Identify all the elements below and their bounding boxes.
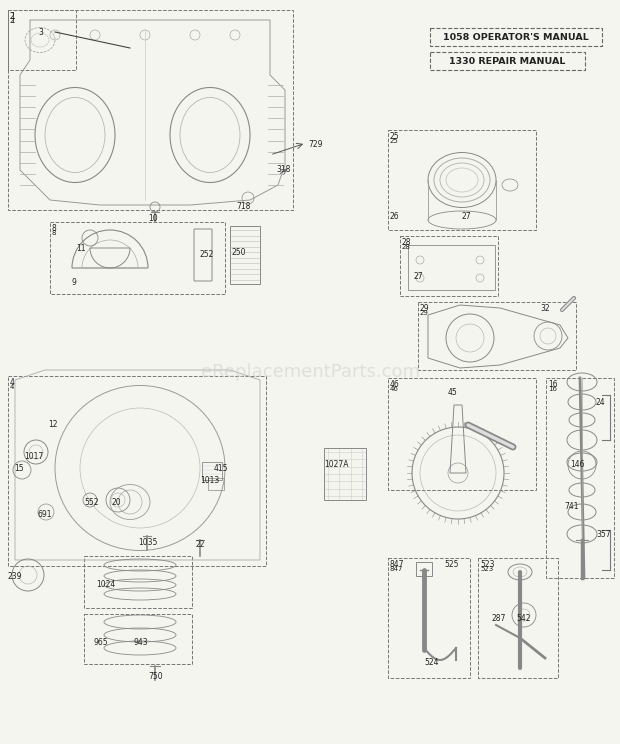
Text: 524: 524 <box>424 658 438 667</box>
Text: 3: 3 <box>38 28 43 37</box>
Text: 750: 750 <box>148 672 162 681</box>
Text: 1: 1 <box>10 12 15 21</box>
Text: 1: 1 <box>10 18 14 24</box>
Bar <box>8 10 293 210</box>
Text: 10: 10 <box>148 214 157 223</box>
Bar <box>84 614 192 664</box>
Text: 27: 27 <box>414 272 423 281</box>
Text: 525: 525 <box>444 560 459 569</box>
Bar <box>230 226 260 284</box>
Text: 29: 29 <box>420 304 430 313</box>
Text: 1013: 1013 <box>200 476 219 485</box>
Text: 22: 22 <box>196 540 205 549</box>
Text: 552: 552 <box>84 498 99 507</box>
Text: 250: 250 <box>232 248 247 257</box>
Text: 741: 741 <box>564 502 578 511</box>
Text: 965: 965 <box>94 638 108 647</box>
Bar <box>388 378 536 490</box>
Text: 27: 27 <box>462 212 472 221</box>
Text: eReplacementParts.com: eReplacementParts.com <box>200 363 420 381</box>
Bar <box>430 28 602 46</box>
Text: 146: 146 <box>570 460 585 469</box>
Text: 25: 25 <box>390 138 399 144</box>
Bar <box>202 462 222 480</box>
Text: 12: 12 <box>48 420 58 429</box>
Text: 46: 46 <box>390 380 400 389</box>
Bar <box>208 478 224 490</box>
Text: 847: 847 <box>390 566 404 572</box>
Text: 718: 718 <box>236 202 250 211</box>
Text: 25: 25 <box>390 132 400 141</box>
Text: 8: 8 <box>52 224 57 233</box>
Text: 523: 523 <box>480 566 494 572</box>
Text: 357: 357 <box>596 530 611 539</box>
Text: 2: 2 <box>10 12 15 21</box>
Bar <box>8 10 76 70</box>
Text: 29: 29 <box>420 310 429 316</box>
Text: 46: 46 <box>390 386 399 392</box>
Bar <box>430 52 585 70</box>
Text: 523: 523 <box>480 560 495 569</box>
Text: 15: 15 <box>14 464 24 473</box>
Text: 28: 28 <box>402 244 411 250</box>
Text: 252: 252 <box>200 250 215 259</box>
Bar <box>546 378 614 578</box>
Text: 943: 943 <box>134 638 149 647</box>
Bar <box>418 302 576 370</box>
Text: 415: 415 <box>214 464 229 473</box>
Text: 8: 8 <box>52 230 56 236</box>
Text: 287: 287 <box>492 614 507 623</box>
Text: 1017: 1017 <box>24 452 43 461</box>
Text: 11: 11 <box>76 244 86 253</box>
Bar <box>84 556 192 608</box>
Bar <box>50 222 225 294</box>
Text: 20: 20 <box>112 498 122 507</box>
Text: 729: 729 <box>308 140 322 149</box>
Text: 16: 16 <box>548 386 557 392</box>
Text: 1024: 1024 <box>96 580 115 589</box>
Text: 2: 2 <box>10 18 14 24</box>
Bar <box>388 130 536 230</box>
Text: 16: 16 <box>548 380 557 389</box>
Bar <box>388 558 470 678</box>
Text: 1035: 1035 <box>138 538 157 547</box>
Text: 28: 28 <box>402 238 412 247</box>
Text: 1058 OPERATOR'S MANUAL: 1058 OPERATOR'S MANUAL <box>443 33 589 42</box>
Text: 24: 24 <box>596 398 606 407</box>
Text: 847: 847 <box>390 560 404 569</box>
Bar <box>400 236 498 296</box>
Bar <box>8 376 266 566</box>
Bar <box>324 448 366 500</box>
Text: 4: 4 <box>10 378 15 387</box>
Text: 239: 239 <box>8 572 22 581</box>
Bar <box>416 562 432 576</box>
Text: 45: 45 <box>448 388 458 397</box>
Text: 26: 26 <box>390 212 400 221</box>
Text: 691: 691 <box>38 510 53 519</box>
Bar <box>478 558 558 678</box>
Text: 9: 9 <box>72 278 77 287</box>
Text: 318: 318 <box>276 165 290 174</box>
Text: 32: 32 <box>540 304 549 313</box>
Text: 542: 542 <box>516 614 531 623</box>
Text: 4: 4 <box>10 384 14 390</box>
Text: 1027A: 1027A <box>324 460 348 469</box>
Text: 1330 REPAIR MANUAL: 1330 REPAIR MANUAL <box>450 57 565 65</box>
